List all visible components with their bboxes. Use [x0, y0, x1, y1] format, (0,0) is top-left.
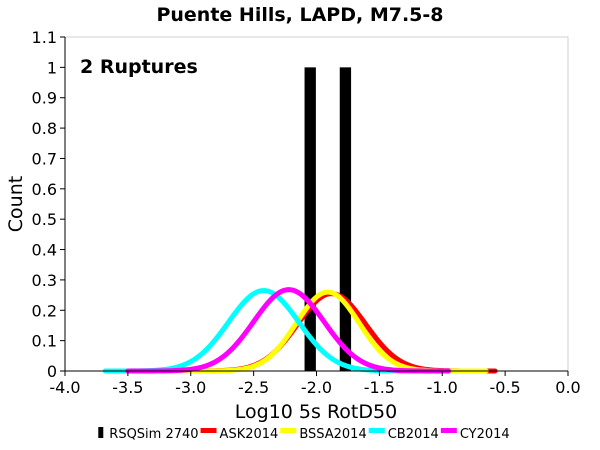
legend-label: ASK2014 — [220, 427, 279, 442]
legend-label: BSSA2014 — [299, 427, 366, 442]
x-tick-label: -2.0 — [301, 378, 332, 397]
legend-swatch — [440, 428, 457, 433]
y-tick-label: 0.1 — [32, 332, 57, 351]
legend-swatch — [280, 428, 297, 433]
legend: RSQSim 2740 ASK2014 BSSA2014 CB2014 CY2014 — [98, 427, 510, 442]
histogram-bar — [339, 67, 352, 371]
x-axis-label: Log10 5s RotD50 — [235, 401, 397, 423]
y-tick-label: 0.9 — [32, 89, 57, 108]
x-tick-label: -4.0 — [49, 378, 80, 397]
legend-item: ASK2014 — [200, 427, 279, 442]
y-tick-label: 0.3 — [32, 271, 57, 290]
y-tick-label: 0 — [47, 362, 57, 381]
rupture-count-annotation: 2 Ruptures — [80, 56, 198, 78]
y-tick-label: 0.2 — [32, 301, 57, 320]
y-tick-label: 0.6 — [32, 180, 57, 199]
legend-item: RSQSim 2740 — [98, 427, 199, 442]
x-tick-label: -2.5 — [238, 378, 269, 397]
histogram-bars — [304, 67, 352, 371]
y-tick-label: 0.8 — [32, 119, 57, 138]
y-tick-label: 0.7 — [32, 149, 57, 168]
x-tick-label: 0.0 — [555, 378, 580, 397]
x-tick-label: -3.0 — [175, 378, 206, 397]
legend-label: RSQSim 2740 — [109, 427, 198, 442]
y-tick-label: 0.5 — [32, 210, 57, 229]
plot-area — [64, 36, 569, 372]
legend-item: CB2014 — [368, 427, 439, 442]
x-tick-label: -3.5 — [112, 378, 143, 397]
histogram-bar — [304, 67, 316, 371]
y-axis-label: Count — [5, 176, 27, 232]
y-ticks: 0 0.1 0.2 0.3 0.4 0.5 0.6 0.7 0.8 0.9 1 1.1 — [32, 28, 65, 381]
legend-item: CY2014 — [440, 427, 510, 442]
legend-label: CB2014 — [388, 427, 439, 442]
chart-title: Puente Hills, LAPD, M7.5-8 — [156, 4, 443, 26]
x-tick-label: -0.5 — [490, 378, 521, 397]
x-ticks: -4.0 -3.5 -3.0 -2.5 -2.0 -1.5 -1.0 -0.5 0.0 — [49, 371, 581, 397]
y-tick-label: 0.4 — [32, 241, 57, 260]
x-tick-label: -1.5 — [364, 378, 395, 397]
x-tick-label: -1.0 — [427, 378, 458, 397]
legend-swatch — [368, 428, 385, 433]
legend-swatch — [200, 428, 217, 433]
legend-label: CY2014 — [460, 427, 510, 442]
legend-swatch — [98, 427, 104, 438]
legend-item: BSSA2014 — [280, 427, 367, 442]
series-line-cy2014 — [125, 287, 452, 374]
plot-frame — [64, 36, 569, 372]
y-tick-label: 1.1 — [32, 28, 57, 47]
y-tick-label: 1 — [47, 58, 57, 77]
